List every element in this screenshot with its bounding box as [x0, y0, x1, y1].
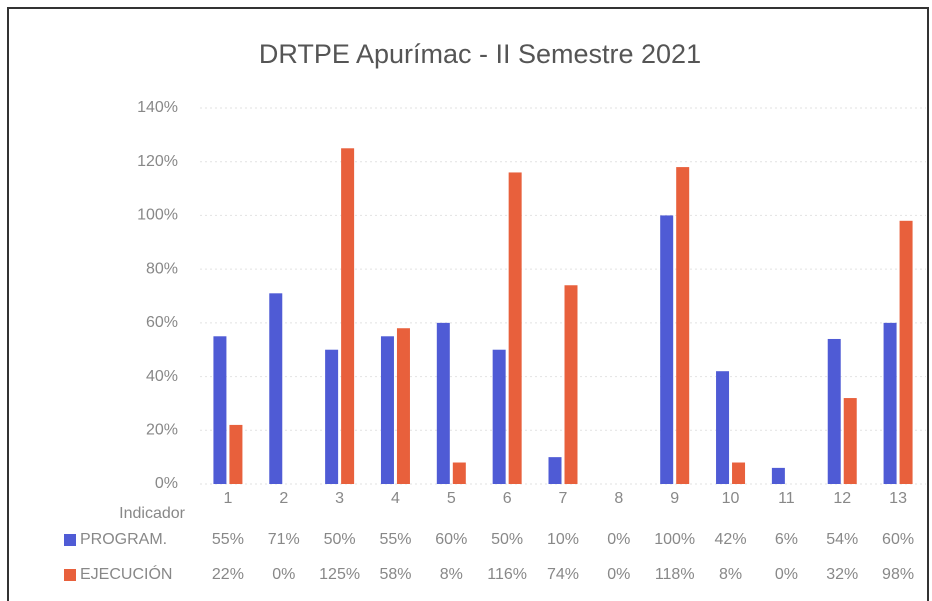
table-value: 58%: [379, 566, 411, 583]
x-tick-label: 2: [279, 490, 288, 507]
bar: [660, 215, 674, 484]
x-tick-label: 5: [447, 490, 456, 507]
x-tick-label: 10: [722, 490, 740, 507]
bar: [564, 285, 578, 484]
x-tick-label: 8: [614, 490, 623, 507]
table-value: 55%: [212, 531, 244, 548]
legend-label: EJECUCIÓN: [80, 564, 172, 583]
table-value: 118%: [655, 566, 695, 583]
legend-label: PROGRAM.: [80, 531, 167, 548]
table-value: 42%: [715, 531, 747, 548]
bar: [899, 220, 913, 485]
bar: [676, 167, 690, 485]
y-tick-label: 80%: [146, 260, 178, 277]
table-value: 8%: [440, 566, 463, 583]
table-value: 22%: [212, 566, 244, 583]
bar: [827, 338, 841, 484]
bar: [269, 293, 283, 484]
x-tick-label: 12: [833, 490, 851, 507]
bar: [436, 322, 450, 484]
frame: [7, 7, 929, 601]
bar: [716, 371, 730, 484]
table-value: 32%: [826, 566, 858, 583]
table-value: 0%: [607, 531, 630, 548]
y-tick-label: 60%: [146, 314, 178, 331]
table-value: 125%: [319, 566, 360, 583]
x-tick-label: 9: [670, 490, 679, 507]
x-tick-label: 13: [889, 490, 907, 507]
table-value: 6%: [775, 531, 798, 548]
y-tick-label: 0%: [155, 475, 178, 492]
bar: [508, 172, 522, 484]
chart-title: DRTPE Apurímac - II Semestre 2021: [259, 39, 701, 69]
y-tick-label: 100%: [137, 207, 178, 224]
table-value: 0%: [775, 566, 798, 583]
y-tick-label: 40%: [146, 368, 178, 385]
x-tick-label: 6: [503, 490, 512, 507]
x-tick-label: 3: [335, 490, 344, 507]
table-value: 8%: [719, 566, 742, 583]
table-value: 98%: [882, 566, 914, 583]
bar: [325, 349, 339, 484]
x-tick-label: 4: [391, 490, 400, 507]
legend-swatch: [64, 569, 76, 581]
table-value: 54%: [826, 531, 858, 548]
bar: [883, 322, 897, 484]
y-tick-label: 120%: [137, 153, 178, 170]
bar: [492, 349, 506, 484]
bar: [548, 457, 562, 484]
table-value: 55%: [379, 531, 411, 548]
table-value: 60%: [882, 531, 914, 548]
bar: [732, 462, 746, 484]
table-value: 71%: [268, 531, 300, 548]
x-axis-label: Indicador: [119, 505, 185, 522]
y-tick-label: 140%: [137, 99, 178, 116]
table-value: 74%: [547, 566, 579, 583]
legend-swatch: [64, 534, 76, 546]
table-value: 0%: [607, 566, 630, 583]
table-value: 50%: [324, 531, 356, 548]
bar: [452, 462, 466, 484]
x-tick-label: 1: [223, 490, 232, 507]
bar: [771, 467, 785, 484]
bar: [229, 424, 243, 484]
table-value: 0%: [272, 566, 295, 583]
bar: [380, 336, 394, 484]
bar: [341, 148, 355, 485]
y-tick-label: 20%: [146, 422, 178, 439]
table-value: 100%: [654, 531, 695, 548]
table-value: 60%: [435, 531, 467, 548]
table-value: 50%: [491, 531, 523, 548]
x-tick-label: 7: [559, 490, 568, 507]
bar: [843, 398, 857, 484]
bar: [213, 336, 227, 484]
table-value: 10%: [547, 531, 579, 548]
table-value: 116%: [487, 566, 527, 583]
x-tick-label: 11: [778, 490, 795, 507]
bar: [396, 328, 410, 484]
